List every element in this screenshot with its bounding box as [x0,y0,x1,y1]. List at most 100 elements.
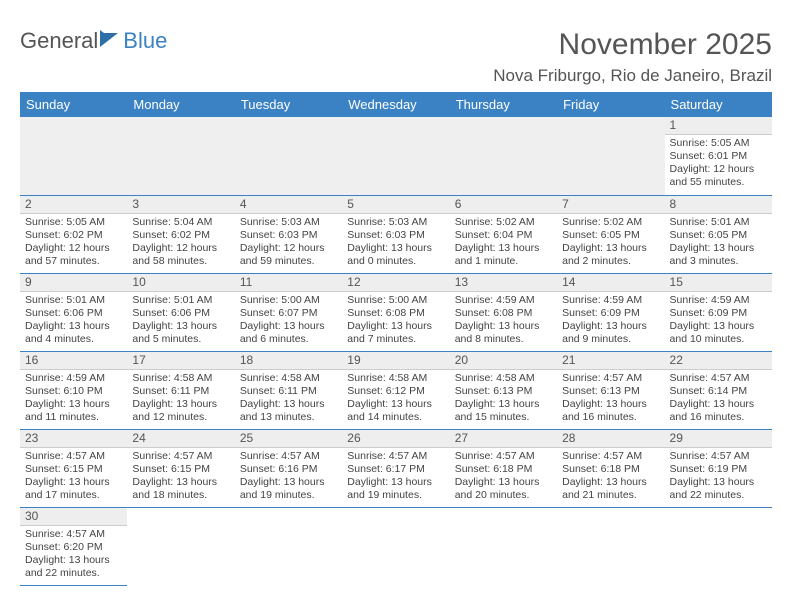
day-body: Sunrise: 5:05 AMSunset: 6:01 PMDaylight:… [665,135,772,193]
day-cell: 9Sunrise: 5:01 AMSunset: 6:06 PMDaylight… [20,273,127,351]
day-cell: 17Sunrise: 4:58 AMSunset: 6:11 PMDayligh… [127,351,234,429]
day-number: 14 [557,274,664,292]
header: GeneralBlue November 2025 Nova Friburgo,… [20,28,772,86]
daylight-text: Daylight: 13 hours and 16 minutes. [670,398,767,424]
day-number: 11 [235,274,342,292]
sunrise-text: Sunrise: 4:57 AM [347,450,444,463]
day-number: 22 [665,352,772,370]
day-cell: 5Sunrise: 5:03 AMSunset: 6:03 PMDaylight… [342,195,449,273]
sunset-text: Sunset: 6:07 PM [240,307,337,320]
empty-cell [235,117,342,195]
daylight-text: Daylight: 13 hours and 9 minutes. [562,320,659,346]
sunset-text: Sunset: 6:17 PM [347,463,444,476]
day-cell: 13Sunrise: 4:59 AMSunset: 6:08 PMDayligh… [450,273,557,351]
day-number: 28 [557,430,664,448]
day-body: Sunrise: 4:57 AMSunset: 6:18 PMDaylight:… [557,448,664,506]
day-body: Sunrise: 5:00 AMSunset: 6:07 PMDaylight:… [235,292,342,350]
month-title: November 2025 [493,28,772,62]
empty-cell [665,507,772,585]
sunrise-text: Sunrise: 4:57 AM [240,450,337,463]
sunset-text: Sunset: 6:13 PM [562,385,659,398]
sunrise-text: Sunrise: 4:59 AM [455,294,552,307]
day-cell: 11Sunrise: 5:00 AMSunset: 6:07 PMDayligh… [235,273,342,351]
sunset-text: Sunset: 6:06 PM [25,307,122,320]
day-number: 17 [127,352,234,370]
day-cell: 6Sunrise: 5:02 AMSunset: 6:04 PMDaylight… [450,195,557,273]
day-body: Sunrise: 4:57 AMSunset: 6:13 PMDaylight:… [557,370,664,428]
sunset-text: Sunset: 6:10 PM [25,385,122,398]
sunset-text: Sunset: 6:11 PM [132,385,229,398]
day-body: Sunrise: 5:05 AMSunset: 6:02 PMDaylight:… [20,214,127,272]
weekday-row: Sunday Monday Tuesday Wednesday Thursday… [20,92,772,117]
empty-cell [342,507,449,585]
sunrise-text: Sunrise: 4:57 AM [25,450,122,463]
day-cell: 2Sunrise: 5:05 AMSunset: 6:02 PMDaylight… [20,195,127,273]
day-number: 29 [665,430,772,448]
calendar-table: Sunday Monday Tuesday Wednesday Thursday… [20,92,772,586]
day-body: Sunrise: 5:01 AMSunset: 6:06 PMDaylight:… [127,292,234,350]
weekday-header: Friday [557,92,664,117]
day-body: Sunrise: 4:59 AMSunset: 6:10 PMDaylight:… [20,370,127,428]
logo-word2: Blue [123,28,167,54]
sunset-text: Sunset: 6:09 PM [670,307,767,320]
sunrise-text: Sunrise: 5:05 AM [25,216,122,229]
sunset-text: Sunset: 6:02 PM [132,229,229,242]
sunrise-text: Sunrise: 4:57 AM [562,450,659,463]
daylight-text: Daylight: 13 hours and 6 minutes. [240,320,337,346]
empty-cell [235,507,342,585]
day-body: Sunrise: 4:57 AMSunset: 6:18 PMDaylight:… [450,448,557,506]
daylight-text: Daylight: 12 hours and 59 minutes. [240,242,337,268]
day-body: Sunrise: 4:58 AMSunset: 6:13 PMDaylight:… [450,370,557,428]
daylight-text: Daylight: 13 hours and 12 minutes. [132,398,229,424]
day-body: Sunrise: 4:57 AMSunset: 6:15 PMDaylight:… [20,448,127,506]
daylight-text: Daylight: 13 hours and 14 minutes. [347,398,444,424]
sunset-text: Sunset: 6:15 PM [25,463,122,476]
sunrise-text: Sunrise: 5:05 AM [670,137,767,150]
empty-cell [20,117,127,195]
daylight-text: Daylight: 13 hours and 10 minutes. [670,320,767,346]
sunrise-text: Sunrise: 4:57 AM [132,450,229,463]
calendar-row: 30Sunrise: 4:57 AMSunset: 6:20 PMDayligh… [20,507,772,585]
sunset-text: Sunset: 6:08 PM [347,307,444,320]
daylight-text: Daylight: 13 hours and 16 minutes. [562,398,659,424]
day-number: 21 [557,352,664,370]
daylight-text: Daylight: 12 hours and 57 minutes. [25,242,122,268]
daylight-text: Daylight: 13 hours and 1 minute. [455,242,552,268]
day-body: Sunrise: 4:59 AMSunset: 6:09 PMDaylight:… [557,292,664,350]
day-number: 23 [20,430,127,448]
day-number: 5 [342,196,449,214]
day-cell: 15Sunrise: 4:59 AMSunset: 6:09 PMDayligh… [665,273,772,351]
sunrise-text: Sunrise: 4:57 AM [670,372,767,385]
day-body: Sunrise: 4:57 AMSunset: 6:14 PMDaylight:… [665,370,772,428]
day-body: Sunrise: 4:57 AMSunset: 6:19 PMDaylight:… [665,448,772,506]
sunrise-text: Sunrise: 5:01 AM [25,294,122,307]
calendar-row: 23Sunrise: 4:57 AMSunset: 6:15 PMDayligh… [20,429,772,507]
empty-cell [450,117,557,195]
sunset-text: Sunset: 6:13 PM [455,385,552,398]
sunrise-text: Sunrise: 4:57 AM [670,450,767,463]
day-number: 10 [127,274,234,292]
day-cell: 4Sunrise: 5:03 AMSunset: 6:03 PMDaylight… [235,195,342,273]
calendar-row: 2Sunrise: 5:05 AMSunset: 6:02 PMDaylight… [20,195,772,273]
day-cell: 28Sunrise: 4:57 AMSunset: 6:18 PMDayligh… [557,429,664,507]
calendar-row: 16Sunrise: 4:59 AMSunset: 6:10 PMDayligh… [20,351,772,429]
day-cell: 30Sunrise: 4:57 AMSunset: 6:20 PMDayligh… [20,507,127,585]
day-cell: 24Sunrise: 4:57 AMSunset: 6:15 PMDayligh… [127,429,234,507]
sunset-text: Sunset: 6:12 PM [347,385,444,398]
day-number: 1 [665,117,772,135]
day-cell: 26Sunrise: 4:57 AMSunset: 6:17 PMDayligh… [342,429,449,507]
weekday-header: Monday [127,92,234,117]
day-body: Sunrise: 4:57 AMSunset: 6:15 PMDaylight:… [127,448,234,506]
daylight-text: Daylight: 13 hours and 17 minutes. [25,476,122,502]
empty-cell [342,117,449,195]
sunset-text: Sunset: 6:14 PM [670,385,767,398]
daylight-text: Daylight: 13 hours and 21 minutes. [562,476,659,502]
day-body: Sunrise: 4:59 AMSunset: 6:08 PMDaylight:… [450,292,557,350]
daylight-text: Daylight: 13 hours and 13 minutes. [240,398,337,424]
weekday-header: Saturday [665,92,772,117]
weekday-header: Thursday [450,92,557,117]
day-body: Sunrise: 5:00 AMSunset: 6:08 PMDaylight:… [342,292,449,350]
day-number: 30 [20,508,127,526]
calendar-row: 9Sunrise: 5:01 AMSunset: 6:06 PMDaylight… [20,273,772,351]
flag-icon [100,28,122,54]
